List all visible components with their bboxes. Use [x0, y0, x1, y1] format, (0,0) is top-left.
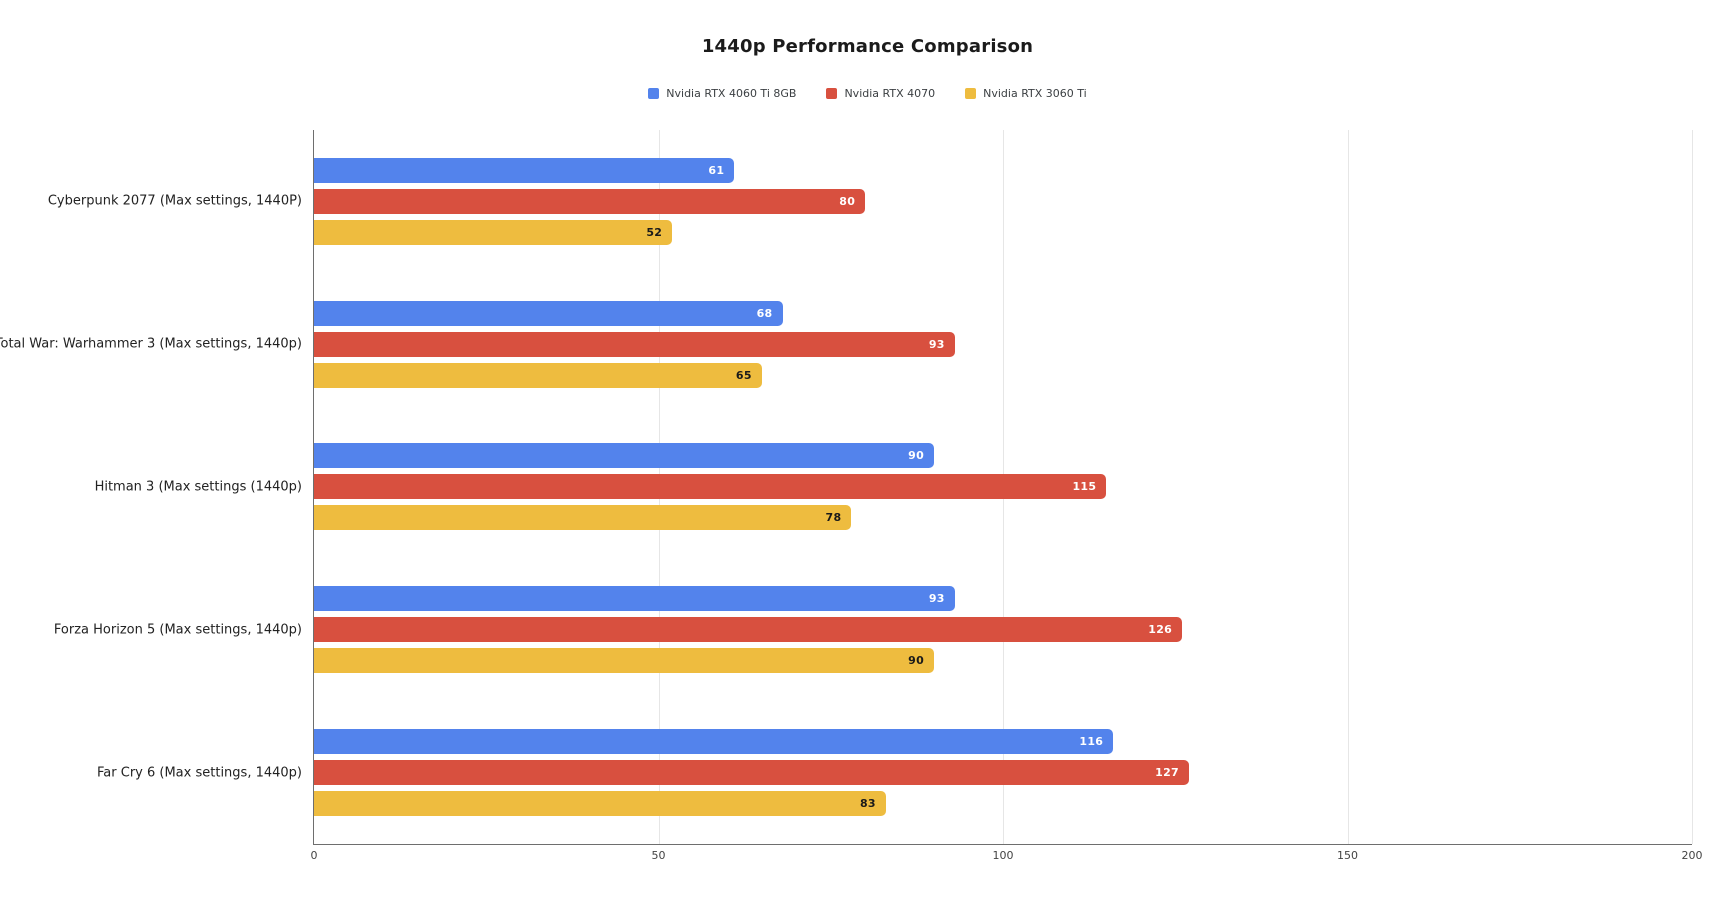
legend-item: Nvidia RTX 3060 Ti	[965, 87, 1087, 100]
bar-value-label: 83	[859, 797, 876, 811]
bar-value-label: 127	[1155, 766, 1180, 780]
bar-value-label: 126	[1148, 623, 1173, 637]
bar-group: Forza Horizon 5 (Max settings, 1440p) 93 1…	[54, 558, 1692, 701]
bar-group: Total War: Warhammer 3 (Max settings, 14…	[0, 273, 1692, 416]
category-label: Forza Horizon 5 (Max settings, 1440p)	[53, 622, 302, 638]
legend-swatch-icon	[648, 88, 660, 99]
bar-value-label: 90	[908, 654, 925, 668]
bar: 90	[314, 443, 935, 469]
bar: 115	[314, 474, 1107, 500]
chart-title: 1440p Performance Comparison	[701, 36, 1034, 57]
bar: 78	[314, 505, 852, 531]
legend-item: Nvidia RTX 4060 Ti 8GB	[648, 87, 796, 100]
bar-group: Cyberpunk 2077 (Max settings, 1440P) 61 80…	[48, 130, 1692, 273]
chart-legend: Nvidia RTX 4060 Ti 8GB Nvidia RTX 4070 Nvi…	[0, 87, 1735, 100]
bar: 127	[314, 760, 1190, 786]
x-axis: 0 50 100 150 200	[310, 849, 1703, 869]
x-tick-label: 100	[992, 849, 1014, 862]
x-tick-label: 200	[1681, 849, 1703, 862]
bar: 52	[314, 219, 673, 245]
bar-value-label: 80	[839, 194, 856, 208]
bar-group: Far Cry 6 (Max settings, 1440p) 116 127 83	[97, 701, 1692, 844]
gridline	[1347, 130, 1349, 844]
legend-swatch-icon	[965, 88, 977, 99]
bar: 93	[314, 586, 955, 612]
bar-value-label: 61	[708, 163, 725, 177]
x-tick-label: 150	[1337, 849, 1358, 862]
category-label: Total War: Warhammer 3 (Max settings, 14…	[0, 336, 302, 352]
bar-value-label: 115	[1072, 480, 1097, 494]
bar-value-label: 68	[756, 306, 773, 320]
bar: 93	[314, 331, 955, 357]
bar-group: Hitman 3 (Max settings (1440p) 90 115 78	[95, 416, 1692, 559]
bar-value-label: 52	[646, 225, 663, 239]
bar: 90	[314, 648, 935, 674]
plot-area: Cyberpunk 2077 (Max settings, 1440P) 61 80…	[0, 130, 1703, 862]
bar-value-label: 93	[928, 592, 945, 606]
bar-value-label: 65	[735, 368, 752, 382]
legend-swatch-icon	[826, 88, 838, 99]
bar: 126	[314, 617, 1183, 643]
x-tick-label: 50	[651, 849, 666, 862]
bar: 61	[314, 157, 735, 183]
bar: 80	[314, 188, 866, 214]
legend-label: Nvidia RTX 3060 Ti	[983, 87, 1087, 100]
legend-item: Nvidia RTX 4070	[826, 87, 935, 100]
category-label: Cyberpunk 2077 (Max settings, 1440P)	[47, 193, 302, 209]
bar: 68	[314, 300, 783, 326]
category-label: Hitman 3 (Max settings (1440p)	[94, 479, 302, 495]
category-label: Far Cry 6 (Max settings, 1440p)	[97, 765, 302, 781]
bar: 83	[314, 791, 886, 817]
gridline	[1692, 130, 1693, 844]
bar-value-label: 116	[1079, 735, 1104, 749]
bar-value-label: 90	[908, 449, 925, 463]
bar-value-label: 78	[825, 511, 842, 525]
legend-label: Nvidia RTX 4070	[844, 87, 936, 100]
x-tick-label: 0	[310, 849, 318, 862]
legend-label: Nvidia RTX 4060 Ti 8GB	[666, 87, 797, 100]
bar: 116	[314, 729, 1114, 755]
bar: 65	[314, 362, 762, 388]
bar-value-label: 93	[928, 337, 945, 351]
bar-rows: Cyberpunk 2077 (Max settings, 1440P) 61 80…	[0, 130, 1692, 844]
